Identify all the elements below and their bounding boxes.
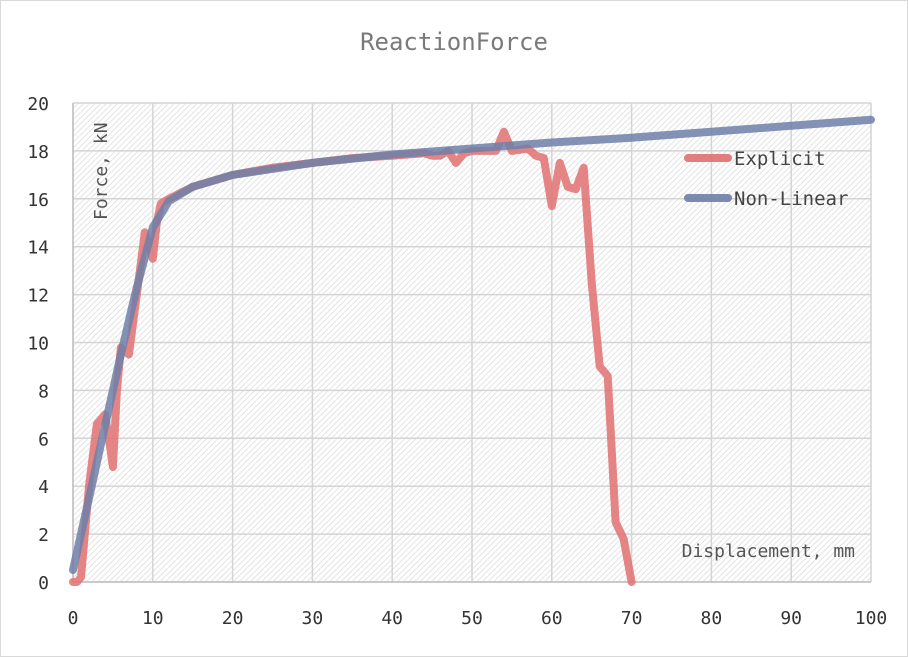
x-tick-label: 80 [701, 608, 723, 629]
y-tick-label: 14 [27, 238, 49, 259]
x-tick-label: 50 [461, 608, 483, 629]
legend-label: Explicit [734, 148, 826, 170]
y-tick-label: 0 [38, 573, 49, 594]
y-axis-title: Force, kN [91, 122, 112, 220]
series-layer [69, 115, 875, 586]
legend-label: Non-Linear [734, 188, 848, 210]
x-tick-label: 90 [780, 608, 802, 629]
x-tick-label: 70 [621, 608, 643, 629]
x-tick-label: 10 [142, 608, 164, 629]
axes [72, 103, 871, 583]
y-tick-label: 6 [38, 429, 49, 450]
y-tick-label: 2 [38, 525, 49, 546]
y-tick-label: 16 [27, 190, 49, 211]
x-tick-labels: 0 10 20 30 40 50 60 70 80 90 100 [68, 608, 888, 629]
y-tick-label: 18 [27, 142, 49, 163]
x-tick-label: 40 [381, 608, 403, 629]
legend: Explicit Non-Linear [684, 148, 848, 210]
y-tick-label: 12 [27, 286, 49, 307]
y-tick-labels: 0 2 4 6 8 10 12 14 16 18 20 [27, 94, 49, 594]
y-tick-label: 4 [38, 477, 49, 498]
y-tick-label: 8 [38, 381, 49, 402]
x-tick-label: 0 [68, 608, 79, 629]
y-tick-label: 20 [27, 94, 49, 115]
series-line-non-linear [69, 115, 875, 574]
chart-title: ReactionForce [360, 28, 548, 56]
x-tick-label: 20 [222, 608, 244, 629]
x-axis-title: Displacement, mm [682, 541, 855, 562]
x-tick-label: 30 [302, 608, 324, 629]
y-tick-label: 10 [27, 334, 49, 355]
x-tick-label: 100 [855, 608, 888, 629]
x-tick-label: 60 [541, 608, 563, 629]
